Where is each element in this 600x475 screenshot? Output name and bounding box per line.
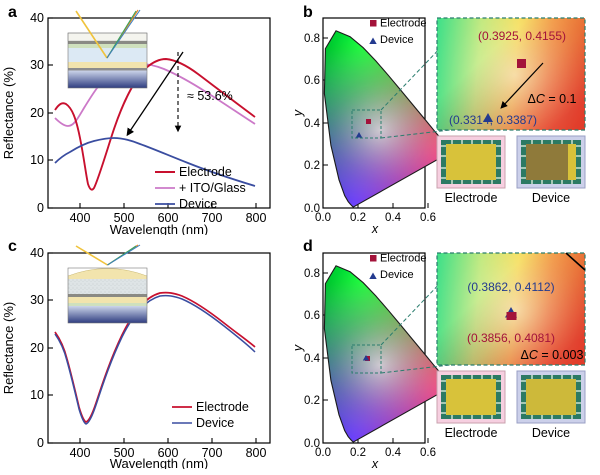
- svg-text:Electrode: Electrode: [380, 253, 426, 265]
- svg-text:20: 20: [30, 341, 44, 355]
- svg-text:Reflectance (%): Reflectance (%): [1, 302, 16, 394]
- svg-text:0.4: 0.4: [304, 118, 321, 130]
- svg-text:Device: Device: [532, 191, 570, 205]
- svg-text:30: 30: [30, 293, 44, 307]
- svg-text:30: 30: [30, 58, 44, 72]
- svg-text:10: 10: [30, 153, 44, 167]
- svg-text:Wavelength (nm): Wavelength (nm): [110, 456, 209, 469]
- svg-text:0.2: 0.2: [304, 160, 320, 172]
- svg-text:(0.3856, 0.4081): (0.3856, 0.4081): [467, 331, 555, 345]
- svg-text:Electrode: Electrode: [196, 400, 249, 414]
- svg-text:0.2: 0.2: [350, 447, 366, 459]
- svg-text:0.6: 0.6: [304, 75, 320, 87]
- svg-text:20: 20: [30, 106, 44, 120]
- svg-text:Device: Device: [196, 416, 234, 430]
- svg-text:Electrode: Electrode: [380, 18, 426, 30]
- svg-text:ΔC = 0.1: ΔC = 0.1: [527, 92, 576, 106]
- svg-text:≈ 53.6%: ≈ 53.6%: [187, 89, 233, 103]
- svg-text:10: 10: [30, 388, 44, 402]
- svg-text:(0.3925, 0.4155): (0.3925, 0.4155): [478, 29, 566, 43]
- svg-text:0: 0: [37, 201, 44, 215]
- svg-text:+ ITO/Glass: + ITO/Glass: [179, 181, 246, 195]
- svg-text:Device: Device: [380, 269, 414, 281]
- svg-text:40: 40: [30, 11, 44, 25]
- svg-text:400: 400: [70, 446, 91, 460]
- svg-text:0.2: 0.2: [304, 395, 320, 407]
- svg-text:(0.3314, 0.3387): (0.3314, 0.3387): [449, 113, 537, 127]
- svg-text:0.0: 0.0: [315, 212, 331, 224]
- svg-text:800: 800: [246, 446, 267, 460]
- svg-text:Wavelength (nm): Wavelength (nm): [110, 222, 209, 235]
- svg-text:0.4: 0.4: [385, 447, 402, 459]
- svg-text:800: 800: [246, 211, 267, 225]
- svg-text:ΔC = 0.003: ΔC = 0.003: [521, 348, 584, 362]
- svg-text:x: x: [371, 457, 379, 470]
- svg-text:0.0: 0.0: [315, 447, 331, 459]
- svg-text:Electrode: Electrode: [179, 165, 232, 179]
- svg-text:Device: Device: [380, 34, 414, 46]
- svg-text:x: x: [371, 222, 379, 235]
- svg-text:y: y: [291, 109, 305, 117]
- svg-text:0.6: 0.6: [420, 447, 436, 459]
- svg-text:0: 0: [37, 436, 44, 450]
- svg-text:Electrode: Electrode: [445, 426, 498, 440]
- svg-text:(0.3862, 0.4112): (0.3862, 0.4112): [467, 280, 554, 294]
- svg-text:40: 40: [30, 246, 44, 260]
- svg-text:0.2: 0.2: [350, 212, 366, 224]
- svg-text:Reflectance (%): Reflectance (%): [1, 67, 16, 159]
- svg-text:0.8: 0.8: [304, 33, 320, 45]
- svg-text:0.4: 0.4: [385, 212, 402, 224]
- svg-text:400: 400: [70, 211, 91, 225]
- svg-text:Electrode: Electrode: [445, 191, 498, 205]
- svg-text:Device: Device: [532, 426, 570, 440]
- svg-text:y: y: [291, 344, 305, 352]
- svg-text:0.6: 0.6: [420, 212, 436, 224]
- svg-text:0.8: 0.8: [304, 268, 320, 280]
- svg-text:0.4: 0.4: [304, 353, 321, 365]
- svg-text:0.6: 0.6: [304, 310, 320, 322]
- svg-text:Device: Device: [179, 197, 217, 211]
